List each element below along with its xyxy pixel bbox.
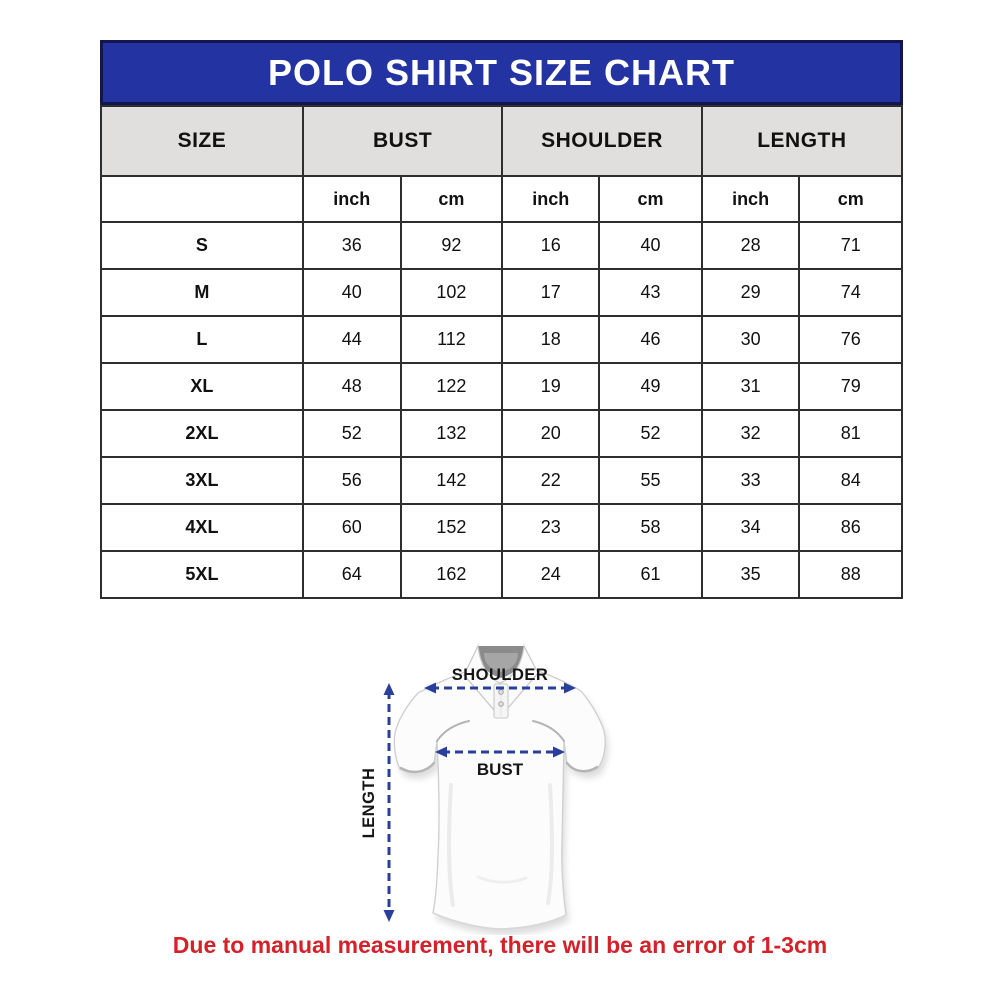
unit-label: inch (700, 175, 801, 223)
measurement-arrows (383, 682, 576, 922)
size-cell: 2XL (100, 409, 304, 458)
value-cell: 64 (301, 550, 402, 599)
table-row-l: L 44 112 18 46 30 76 (100, 315, 903, 364)
value-cell: 84 (798, 456, 903, 505)
measurement-disclaimer: Due to manual measurement, there will be… (172, 932, 828, 958)
size-chart: POLO SHIRT SIZE CHART SIZE BUST SHOULDER… (100, 40, 904, 599)
length-measure-label: LENGTH (360, 768, 378, 839)
value-cell: 16 (501, 221, 601, 270)
value-cell: 55 (598, 456, 703, 505)
chart-title-bar: POLO SHIRT SIZE CHART (100, 40, 903, 105)
value-cell: 79 (798, 362, 903, 411)
table-row-xl: XL 48 122 19 49 31 79 (100, 362, 903, 411)
value-cell: 40 (301, 268, 402, 317)
value-cell: 23 (501, 503, 601, 552)
value-cell: 19 (501, 362, 601, 411)
shirt-measurement-diagram: SHOULDER BUST LENGTH (360, 643, 609, 935)
value-cell: 35 (700, 550, 801, 599)
value-cell: 86 (798, 503, 903, 552)
unit-label: inch (501, 175, 601, 223)
value-cell: 60 (301, 503, 402, 552)
unit-label: inch (301, 175, 402, 223)
table-row-s: S 36 92 16 40 28 71 (100, 221, 903, 270)
size-cell: S (100, 221, 304, 270)
shoulder-measure-label: SHOULDER (452, 666, 549, 684)
value-cell: 61 (598, 550, 703, 599)
value-cell: 34 (700, 503, 801, 552)
value-cell: 102 (399, 268, 504, 317)
corner-cell (100, 175, 304, 223)
size-cell: L (100, 315, 304, 364)
table-row-m: M 40 102 17 43 29 74 (100, 268, 903, 317)
value-cell: 46 (598, 315, 703, 364)
value-cell: 33 (700, 456, 801, 505)
value-cell: 20 (501, 409, 601, 458)
value-cell: 76 (798, 315, 903, 364)
column-header-shoulder: SHOULDER (501, 105, 703, 177)
column-header-size: SIZE (100, 105, 304, 177)
value-cell: 44 (301, 315, 402, 364)
value-cell: 28 (700, 221, 801, 270)
unit-label: cm (598, 175, 703, 223)
value-cell: 30 (700, 315, 801, 364)
length-arrow (383, 683, 395, 922)
table-unit-row: inch cm inch cm inch cm (100, 175, 903, 223)
value-cell: 71 (798, 221, 903, 270)
value-cell: 81 (798, 409, 903, 458)
table-row-2xl: 2XL 52 132 20 52 32 81 (100, 409, 903, 458)
table-row-5xl: 5XL 64 162 24 61 35 88 (100, 550, 903, 599)
value-cell: 49 (598, 362, 703, 411)
value-cell: 142 (399, 456, 504, 505)
value-cell: 52 (301, 409, 402, 458)
value-cell: 48 (301, 362, 402, 411)
value-cell: 58 (598, 503, 703, 552)
value-cell: 92 (399, 221, 504, 270)
value-cell: 29 (700, 268, 801, 317)
value-cell: 74 (798, 268, 903, 317)
size-table: SIZE BUST SHOULDER LENGTH inch cm inch c… (100, 105, 904, 599)
value-cell: 43 (598, 268, 703, 317)
value-cell: 132 (399, 409, 504, 458)
column-header-bust: BUST (301, 105, 504, 177)
shoulder-arrow (424, 682, 576, 694)
bust-arrow (435, 746, 565, 758)
size-cell: M (100, 268, 304, 317)
value-cell: 40 (598, 221, 703, 270)
size-cell: 5XL (100, 550, 304, 599)
value-cell: 112 (399, 315, 504, 364)
value-cell: 31 (700, 362, 801, 411)
size-cell: 4XL (100, 503, 304, 552)
bust-measure-label: BUST (477, 760, 524, 779)
value-cell: 18 (501, 315, 601, 364)
value-cell: 122 (399, 362, 504, 411)
table-row-4xl: 4XL 60 152 23 58 34 86 (100, 503, 903, 552)
value-cell: 36 (301, 221, 402, 270)
unit-label: cm (399, 175, 504, 223)
table-group-header-row: SIZE BUST SHOULDER LENGTH (100, 105, 904, 177)
value-cell: 17 (501, 268, 601, 317)
table-row-3xl: 3XL 56 142 22 55 33 84 (100, 456, 903, 505)
value-cell: 32 (700, 409, 801, 458)
value-cell: 56 (301, 456, 402, 505)
page-title: POLO SHIRT SIZE CHART (267, 51, 735, 93)
value-cell: 88 (798, 550, 903, 599)
value-cell: 24 (501, 550, 601, 599)
polo-shirt-image (393, 643, 609, 935)
unit-label: cm (798, 175, 903, 223)
size-cell: 3XL (100, 456, 304, 505)
value-cell: 22 (501, 456, 601, 505)
value-cell: 152 (399, 503, 504, 552)
value-cell: 162 (399, 550, 504, 599)
size-cell: XL (100, 362, 304, 411)
column-header-length: LENGTH (700, 105, 904, 177)
value-cell: 52 (598, 409, 703, 458)
